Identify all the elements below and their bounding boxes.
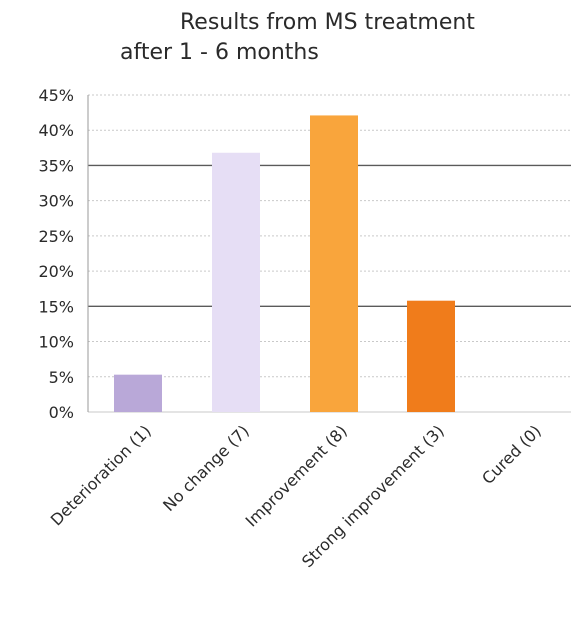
chart-title-line-1: Results from MS treatment xyxy=(180,10,475,35)
y-tick-label-30: 30% xyxy=(38,192,74,211)
x-tick-label-5: Cured (0) xyxy=(478,421,545,488)
bar-1 xyxy=(114,374,162,412)
y-tick-label-25: 25% xyxy=(38,227,74,246)
bar-4 xyxy=(407,300,455,412)
bar-3 xyxy=(310,115,358,412)
y-tick-label-10: 10% xyxy=(38,333,74,352)
y-tick-label-15: 15% xyxy=(38,297,74,316)
y-tick-label-20: 20% xyxy=(38,262,74,281)
y-tick-label-40: 40% xyxy=(38,121,74,140)
bar-2 xyxy=(212,152,260,412)
x-tick-label-1: Deterioration (1) xyxy=(47,421,155,529)
y-tick-label-0: 0% xyxy=(49,403,74,422)
x-tick-label-3: Improvement (8) xyxy=(242,421,351,530)
x-tick-label-2: No change (7) xyxy=(159,421,253,515)
chart-title-line-2: after 1 - 6 months xyxy=(120,40,319,65)
y-tick-label-5: 5% xyxy=(49,368,74,387)
y-tick-label-35: 35% xyxy=(38,156,74,175)
y-tick-label-45: 45% xyxy=(38,86,74,105)
